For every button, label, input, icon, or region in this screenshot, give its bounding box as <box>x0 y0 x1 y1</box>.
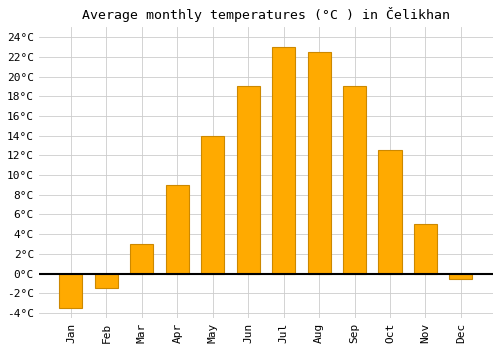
Bar <box>201 136 224 274</box>
Bar <box>60 274 82 308</box>
Bar <box>308 52 330 274</box>
Title: Average monthly temperatures (°C ) in Čelikhan: Average monthly temperatures (°C ) in Če… <box>82 7 450 22</box>
Bar <box>414 224 437 274</box>
Bar <box>272 47 295 274</box>
Bar <box>130 244 154 274</box>
Bar <box>166 185 189 274</box>
Bar <box>343 86 366 274</box>
Bar <box>450 274 472 279</box>
Bar <box>236 86 260 274</box>
Bar <box>95 274 118 288</box>
Bar <box>378 150 402 274</box>
